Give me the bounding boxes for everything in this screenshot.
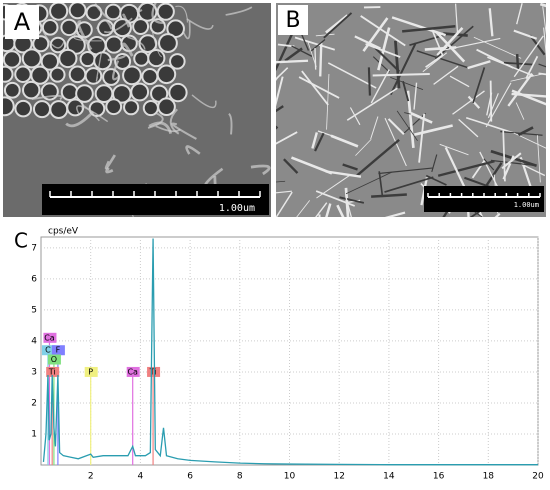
scale-bar-label: 1.00um [219,203,255,214]
x-tick-label: 14 [383,472,395,482]
nanotube [23,49,41,67]
nanotube [61,20,76,35]
nanotube [106,36,122,52]
element-label: Ca [44,333,55,342]
scale-bar-label: 1.00um [514,201,539,209]
panel-label: C [14,229,28,253]
nanotube [144,101,158,115]
element-label: Ca [127,367,138,376]
y-unit: cps/eV [48,227,79,237]
nanotube [70,2,86,18]
y-tick-label: 4 [31,336,37,346]
nanotube [148,50,164,66]
nanotube [50,101,67,118]
y-tick-label: 6 [31,274,37,284]
needle [369,67,370,95]
nanotube [142,69,157,84]
needle [517,54,518,69]
nanotube [15,101,31,117]
element-label: C [45,346,51,355]
nanotube [15,67,30,82]
nanotube [124,100,138,114]
nanotube [43,20,58,35]
x-tick-label: 6 [187,472,193,482]
nanotube [123,66,141,84]
nanotube [5,83,20,98]
x-tick-label: 16 [433,472,445,482]
nanotube [50,3,67,20]
nanotube [23,82,39,98]
nanotube [4,51,20,67]
x-tick-label: 20 [532,472,544,482]
nanotube [169,84,186,101]
y-tick-label: 3 [31,367,37,377]
nanotube [131,84,148,101]
nanotube [0,97,14,115]
nanotube [34,101,50,117]
nanotube [158,98,175,115]
nanotube [31,67,48,84]
nanotube [67,100,83,116]
panel-label: B [285,8,300,33]
y-tick-label: 2 [31,398,37,408]
y-tick-label: 1 [31,429,37,439]
nanotube [103,69,119,85]
nanotube [86,68,102,84]
needle [491,81,492,122]
needle [315,48,316,70]
y-tick-label: 5 [31,305,37,315]
element-label: F [56,346,61,355]
nanotube [62,84,78,100]
nanotube [70,67,86,83]
nanotube [133,19,148,34]
nanotube [134,52,148,66]
nanotube [159,34,177,52]
nanotube [158,4,174,20]
x-tick-label: 4 [138,472,144,482]
x-tick-label: 2 [88,472,94,482]
nanotube [0,67,13,82]
x-tick-label: 18 [483,472,495,482]
y-tick-label: 7 [31,243,37,253]
element-label: O [51,355,57,364]
nanotube [106,99,121,114]
needle [320,43,321,77]
nanotube [51,68,65,82]
x-tick-label: 12 [333,472,344,482]
panel-label: A [14,8,31,36]
x-tick-label: 8 [237,472,243,482]
x-tick-label: 10 [284,472,296,482]
element-label: Ti [149,367,157,376]
nanotube [81,52,95,66]
nanotube [59,50,76,67]
nanotube [158,66,176,84]
element-label: P [88,367,93,376]
